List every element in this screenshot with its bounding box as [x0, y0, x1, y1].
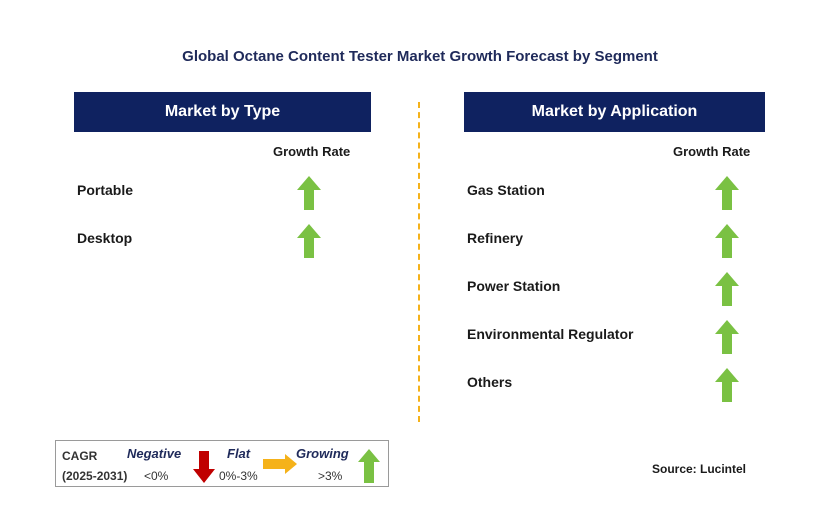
segment-row: Others: [467, 368, 787, 416]
segment-row: Portable: [77, 176, 397, 224]
up-arrow-icon: [715, 368, 739, 407]
legend-growing-range: >3%: [318, 469, 343, 483]
legend-period: (2025-2031): [62, 469, 128, 483]
source-credit: Source: Lucintel: [652, 462, 747, 476]
type-panel-header: Market by Type: [74, 92, 371, 132]
up-arrow-icon: [715, 272, 739, 311]
chart-title: Global Octane Content Tester Market Grow…: [182, 48, 658, 65]
legend-flat-range: 0%-3%: [219, 469, 258, 483]
cagr-legend: CAGR (2025-2031) Negative <0% Flat 0%-3%…: [55, 440, 389, 487]
up-arrow-icon: [297, 176, 321, 215]
down-arrow-icon: [193, 451, 215, 483]
segment-label: Others: [467, 374, 513, 390]
segment-row: Desktop: [77, 224, 397, 272]
up-arrow-icon: [358, 449, 380, 483]
type-growth-rate-label: Growth Rate: [273, 144, 351, 159]
segment-label: Environmental Regulator: [467, 326, 634, 342]
application-growth-rate-label: Growth Rate: [673, 144, 751, 159]
segment-label: Power Station: [467, 278, 561, 294]
legend-flat-label: Flat: [227, 446, 251, 461]
legend-growing-label: Growing: [296, 446, 349, 461]
application-segment-list: Gas Station Refinery Power Station Environm…: [467, 176, 787, 416]
up-arrow-icon: [715, 176, 739, 215]
segment-label: Desktop: [77, 230, 133, 246]
up-arrow-icon: [715, 224, 739, 263]
segment-row: Gas Station: [467, 176, 787, 224]
right-arrow-icon: [263, 454, 297, 474]
type-segment-list: Portable Desktop: [77, 176, 397, 272]
legend-negative-label: Negative: [127, 446, 182, 461]
legend-negative-range: <0%: [144, 469, 169, 483]
segment-label: Portable: [77, 182, 134, 198]
segment-row: Environmental Regulator: [467, 320, 787, 368]
segment-label: Gas Station: [467, 182, 545, 198]
application-panel-header: Market by Application: [464, 92, 765, 132]
legend-cagr-label: CAGR: [62, 449, 98, 463]
segment-row: Power Station: [467, 272, 787, 320]
up-arrow-icon: [297, 224, 321, 263]
segment-row: Refinery: [467, 224, 787, 272]
up-arrow-icon: [715, 320, 739, 359]
panel-divider: [418, 102, 420, 422]
segment-label: Refinery: [467, 230, 524, 246]
